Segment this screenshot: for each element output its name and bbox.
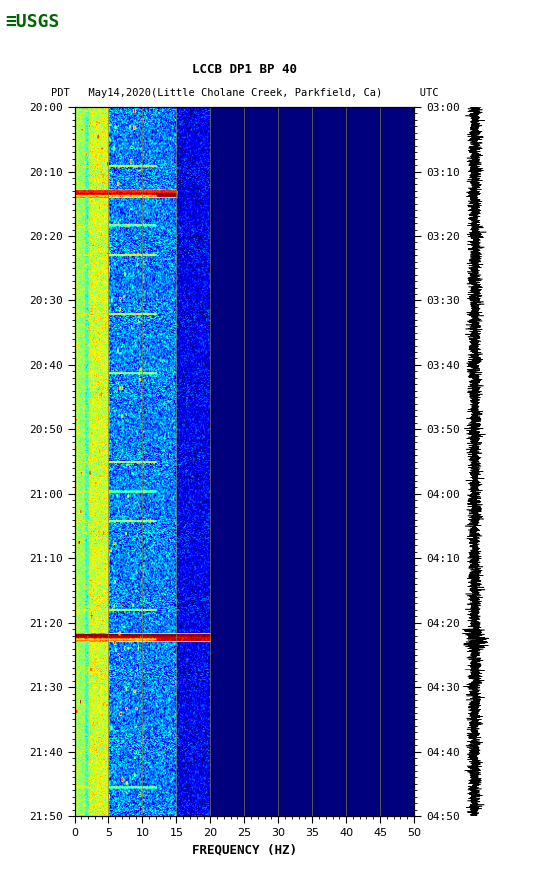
Text: ≡USGS: ≡USGS — [6, 13, 60, 31]
X-axis label: FREQUENCY (HZ): FREQUENCY (HZ) — [192, 844, 297, 856]
Text: LCCB DP1 BP 40: LCCB DP1 BP 40 — [192, 62, 297, 76]
Text: PDT   May14,2020(Little Cholane Creek, Parkfield, Ca)      UTC: PDT May14,2020(Little Cholane Creek, Par… — [51, 88, 438, 98]
